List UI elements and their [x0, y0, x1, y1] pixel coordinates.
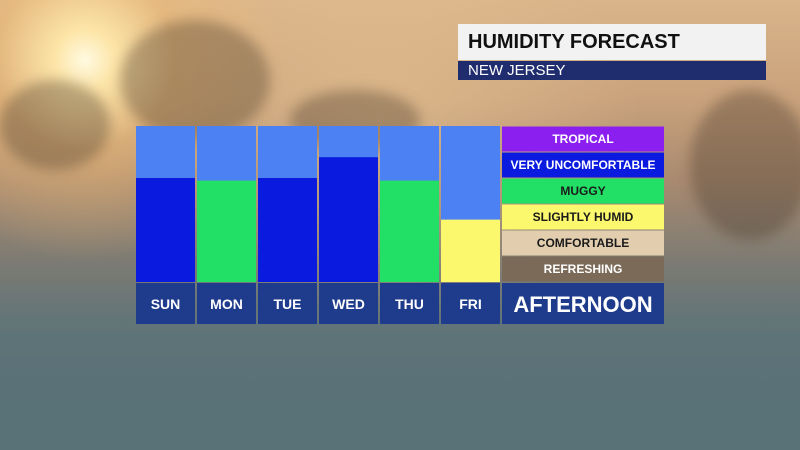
day-label-tue: TUE: [274, 296, 302, 312]
day-label-fri: FRI: [459, 296, 482, 312]
day-label-box: [136, 283, 195, 324]
legend-label: REFRESHING: [544, 262, 623, 276]
day-label-box: [319, 283, 378, 324]
legend-swatch: [502, 230, 664, 256]
legend-swatch: [502, 256, 664, 282]
bar-tue: [258, 178, 317, 282]
legend-swatch: [502, 178, 664, 204]
region-label: NEW JERSEY: [458, 61, 766, 80]
background-tree: [0, 80, 110, 170]
humidity-chart: SUN MON TUE WED THU FRI TROPICAL VERY UNCOMFORT…: [136, 126, 664, 324]
legend-label: MUGGY: [560, 184, 605, 198]
bar-thu: [380, 180, 439, 282]
legend-label: SLIGHTLY HUMID: [533, 210, 634, 224]
day-label-box: [258, 283, 317, 324]
legend-label: TROPICAL: [552, 132, 613, 146]
chart-title: HUMIDITY FORECAST: [458, 24, 766, 60]
day-label-box: [380, 283, 439, 324]
bar-fri: [441, 219, 500, 282]
bar-wed: [319, 157, 378, 282]
day-label-mon: MON: [210, 296, 243, 312]
background-tree: [690, 90, 800, 240]
period-label-box: [502, 283, 664, 324]
day-label-wed: WED: [332, 296, 365, 312]
background-tree: [120, 20, 270, 140]
legend-swatch: [502, 126, 664, 152]
day-label-sun: SUN: [151, 296, 181, 312]
day-label-thu: THU: [395, 296, 424, 312]
legend-label: VERY UNCOMFORTABLE: [510, 158, 655, 172]
legend-label: COMFORTABLE: [537, 236, 629, 250]
day-label-box: [197, 283, 256, 324]
day-label-box: [441, 283, 500, 324]
legend-swatch: [502, 204, 664, 230]
bar-mon: [197, 180, 256, 282]
period-label: AFTERNOON: [513, 292, 652, 317]
bar-sun: [136, 178, 195, 282]
legend-swatch: [502, 152, 664, 178]
